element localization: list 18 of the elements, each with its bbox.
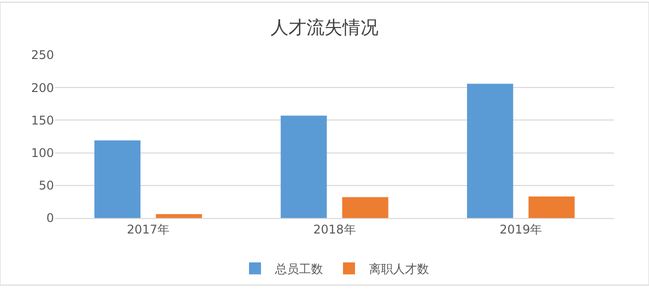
y-tick-label: 100	[31, 146, 54, 160]
bar	[342, 197, 388, 218]
chart-title: 人才流失情况	[270, 17, 378, 38]
x-tick-label: 2017年	[126, 222, 170, 236]
bar	[156, 214, 202, 218]
bar	[528, 196, 575, 218]
y-tick-label: 150	[31, 113, 54, 128]
y-tick-label: 50	[38, 178, 54, 193]
legend-label: 总员工数	[274, 262, 323, 276]
bar	[280, 116, 327, 218]
bar	[94, 140, 140, 218]
x-tick-label: 2019年	[500, 222, 542, 236]
y-tick-label: 200	[31, 80, 54, 95]
y-tick-label: 250	[31, 48, 54, 62]
x-tick-label: 2018年	[313, 222, 356, 236]
y-tick-label: 0	[46, 211, 54, 226]
legend-label: 离职人才数	[369, 262, 429, 276]
bar	[467, 84, 514, 218]
